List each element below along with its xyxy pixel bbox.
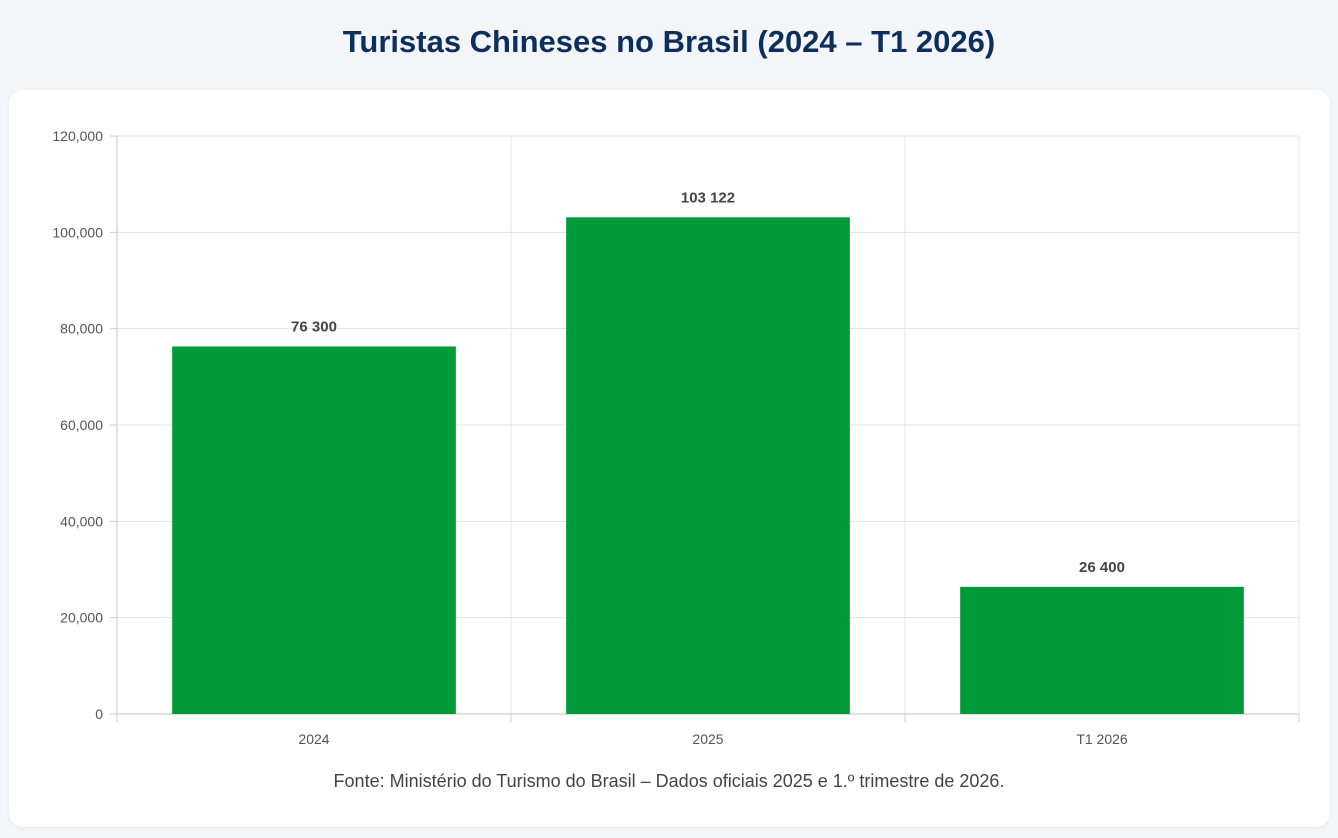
bars <box>172 217 1244 714</box>
bar-t1-2026 <box>960 586 1244 714</box>
y-tick-label: 20,000 <box>60 610 103 626</box>
x-tick-label: T1 2026 <box>1076 731 1128 747</box>
bar-value-label: 26 400 <box>1079 559 1125 576</box>
y-tick-label: 60,000 <box>60 417 103 433</box>
x-tick-label: 2025 <box>692 731 723 747</box>
x-tick-label: 2024 <box>298 731 329 747</box>
y-tick-label: 100,000 <box>52 224 103 240</box>
y-tick-label: 0 <box>95 706 103 722</box>
bar-2024 <box>172 346 456 714</box>
bar-value-label: 76 300 <box>291 318 337 335</box>
page-title: Turistas Chineses no Brasil (2024 – T1 2… <box>342 24 996 59</box>
y-tick-label: 40,000 <box>60 513 103 529</box>
labels: 0 20,000 40,000 60,000 80,000 100,000 120,000 7… <box>52 128 1128 747</box>
bar-value-label: 103 122 <box>681 189 735 206</box>
source-note: Fonte: Ministério do Turismo do Brasil –… <box>333 771 1005 791</box>
y-tick-label: 120,000 <box>52 128 103 144</box>
bar-2025 <box>566 217 850 714</box>
y-tick-label: 80,000 <box>60 321 103 337</box>
